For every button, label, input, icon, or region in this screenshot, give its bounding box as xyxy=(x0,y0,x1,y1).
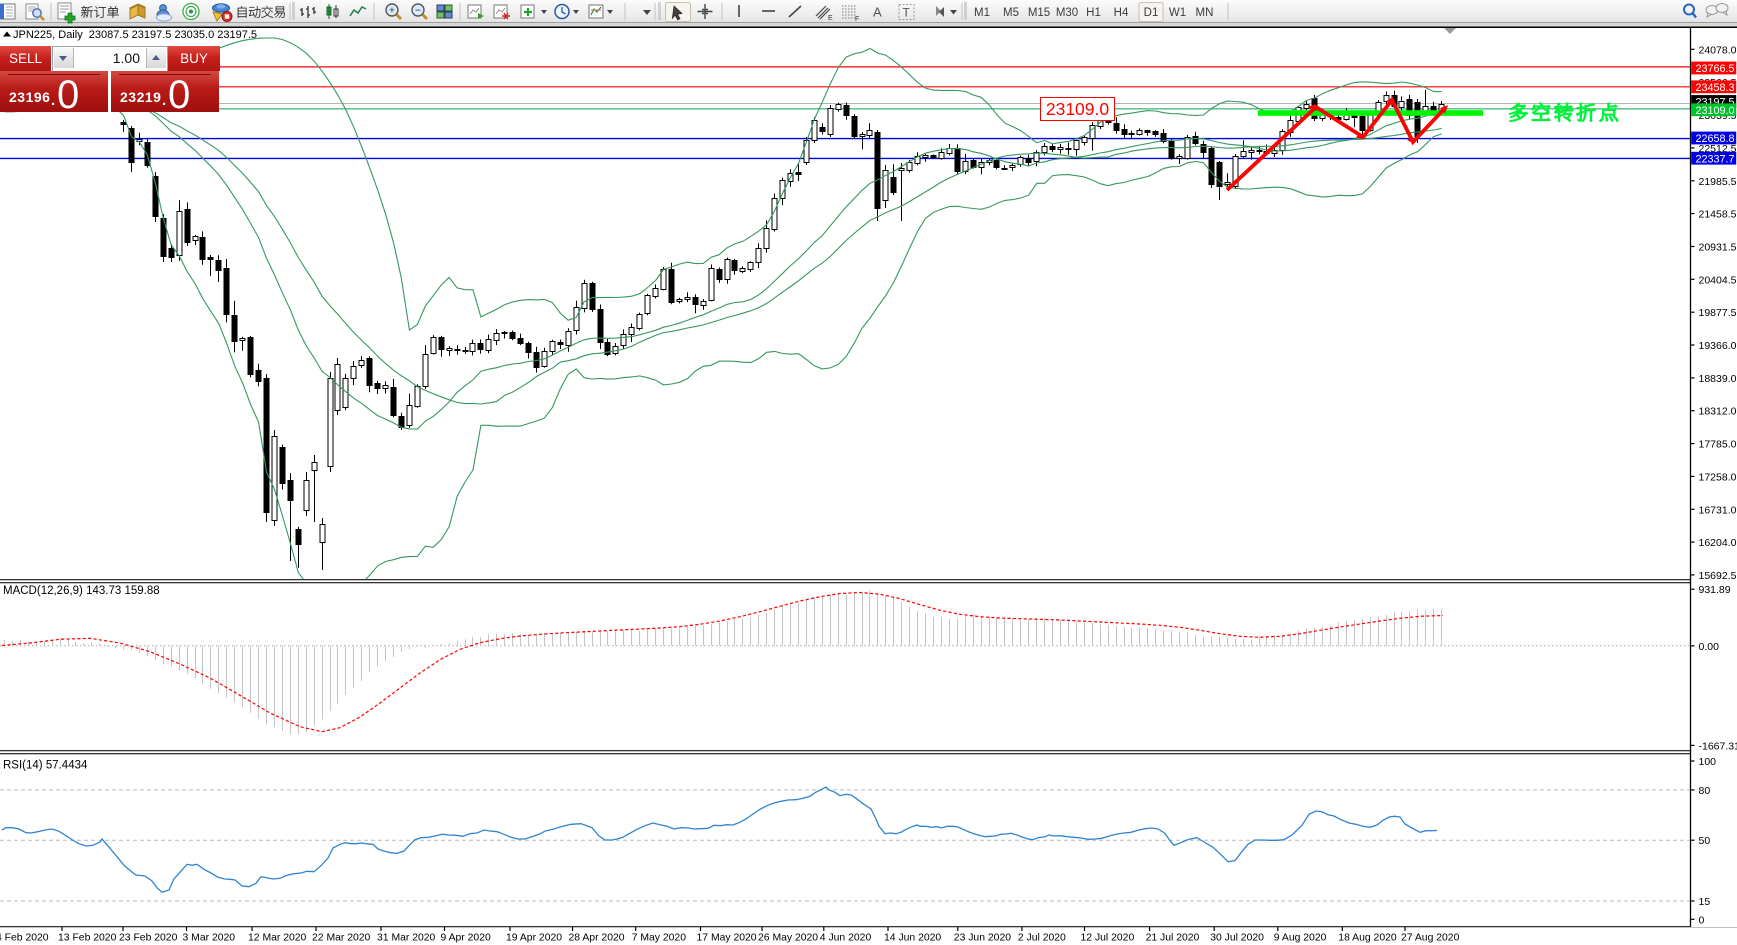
svg-text:M5: M5 xyxy=(1003,7,1019,19)
svg-text:A: A xyxy=(873,5,882,20)
svg-text:17258.0: 17258.0 xyxy=(1699,471,1737,483)
svg-text:27 Aug 2020: 27 Aug 2020 xyxy=(1401,933,1460,944)
svg-text:W1: W1 xyxy=(1169,7,1186,19)
svg-text:JPN225, Daily 23087.5 23197.5: JPN225, Daily 23087.5 23197.5 23035.0 23… xyxy=(13,29,257,41)
svg-text:T: T xyxy=(903,6,911,20)
svg-text:MN: MN xyxy=(1196,7,1214,19)
svg-text:80: 80 xyxy=(1699,785,1711,797)
svg-text:100: 100 xyxy=(1699,756,1717,768)
svg-text:M30: M30 xyxy=(1056,7,1078,19)
svg-text:4 Feb 2020: 4 Feb 2020 xyxy=(0,933,49,944)
svg-text:16204.0: 16204.0 xyxy=(1699,537,1737,549)
svg-text:15692.5: 15692.5 xyxy=(1699,570,1737,582)
svg-text:-1667.31: -1667.31 xyxy=(1699,740,1737,752)
svg-text:30 Jul 2020: 30 Jul 2020 xyxy=(1210,933,1264,944)
svg-text:24078.0: 24078.0 xyxy=(1699,44,1737,56)
svg-text:12 Mar 2020: 12 Mar 2020 xyxy=(248,933,307,944)
svg-text:17785.0: 17785.0 xyxy=(1699,439,1737,451)
svg-text:50: 50 xyxy=(1699,835,1711,847)
svg-text:9 Apr 2020: 9 Apr 2020 xyxy=(441,933,491,944)
svg-text:23 Jun 2020: 23 Jun 2020 xyxy=(954,933,1011,944)
svg-text:RSI(14) 57.4434: RSI(14) 57.4434 xyxy=(3,760,88,772)
svg-text:9 Aug 2020: 9 Aug 2020 xyxy=(1274,933,1327,944)
svg-text:14 Jun 2020: 14 Jun 2020 xyxy=(884,933,941,944)
svg-text:22337.7: 22337.7 xyxy=(1696,153,1735,165)
svg-text:3 Mar 2020: 3 Mar 2020 xyxy=(183,933,236,944)
svg-text:+: + xyxy=(389,5,395,17)
svg-text:2 Jul 2020: 2 Jul 2020 xyxy=(1018,933,1066,944)
svg-text:F: F xyxy=(855,16,859,23)
svg-text:23766.5: 23766.5 xyxy=(1696,63,1735,75)
svg-text:E: E xyxy=(828,15,833,22)
svg-text:M15: M15 xyxy=(1028,7,1050,19)
svg-text:21985.5: 21985.5 xyxy=(1699,176,1737,188)
svg-text:931.89: 931.89 xyxy=(1699,584,1731,596)
svg-text:7 May 2020: 7 May 2020 xyxy=(632,933,687,944)
svg-text:M1: M1 xyxy=(974,7,990,19)
svg-text:H1: H1 xyxy=(1086,7,1101,19)
svg-text:−: − xyxy=(415,5,421,17)
svg-text:26 May 2020: 26 May 2020 xyxy=(758,933,818,944)
svg-text:17 May 2020: 17 May 2020 xyxy=(697,933,757,944)
svg-text:23 Feb 2020: 23 Feb 2020 xyxy=(119,933,178,944)
svg-text:20404.5: 20404.5 xyxy=(1699,274,1737,286)
svg-text:12 Jul 2020: 12 Jul 2020 xyxy=(1081,933,1135,944)
svg-text:16731.0: 16731.0 xyxy=(1699,504,1737,516)
svg-text:21 Jul 2020: 21 Jul 2020 xyxy=(1146,933,1200,944)
svg-text:19366.0: 19366.0 xyxy=(1699,340,1737,352)
svg-text:D1: D1 xyxy=(1144,7,1159,19)
svg-text:21458.5: 21458.5 xyxy=(1699,209,1737,221)
svg-text:4 Jun 2020: 4 Jun 2020 xyxy=(820,933,872,944)
svg-text:0.00: 0.00 xyxy=(1699,641,1720,653)
svg-text:23458.3: 23458.3 xyxy=(1696,82,1735,94)
svg-text:18 Aug 2020: 18 Aug 2020 xyxy=(1338,933,1397,944)
svg-text:H4: H4 xyxy=(1114,7,1129,19)
svg-text:15: 15 xyxy=(1699,896,1711,908)
svg-text:23109.0: 23109.0 xyxy=(1696,105,1735,117)
svg-text:22658.8: 22658.8 xyxy=(1696,133,1735,145)
svg-text:18312.0: 18312.0 xyxy=(1699,406,1737,418)
svg-text:22 Mar 2020: 22 Mar 2020 xyxy=(312,933,371,944)
svg-text:MACD(12,26,9) 143.73 159.88: MACD(12,26,9) 143.73 159.88 xyxy=(3,585,160,597)
svg-text:28 Apr 2020: 28 Apr 2020 xyxy=(569,933,625,944)
svg-text:13 Feb 2020: 13 Feb 2020 xyxy=(58,933,117,944)
svg-text:18839.0: 18839.0 xyxy=(1699,373,1737,385)
svg-text:31 Mar 2020: 31 Mar 2020 xyxy=(377,933,436,944)
svg-text:19 Apr 2020: 19 Apr 2020 xyxy=(506,933,562,944)
svg-text:0: 0 xyxy=(1699,914,1705,926)
svg-text:20931.5: 20931.5 xyxy=(1699,242,1737,254)
svg-text:19877.5: 19877.5 xyxy=(1699,307,1737,319)
